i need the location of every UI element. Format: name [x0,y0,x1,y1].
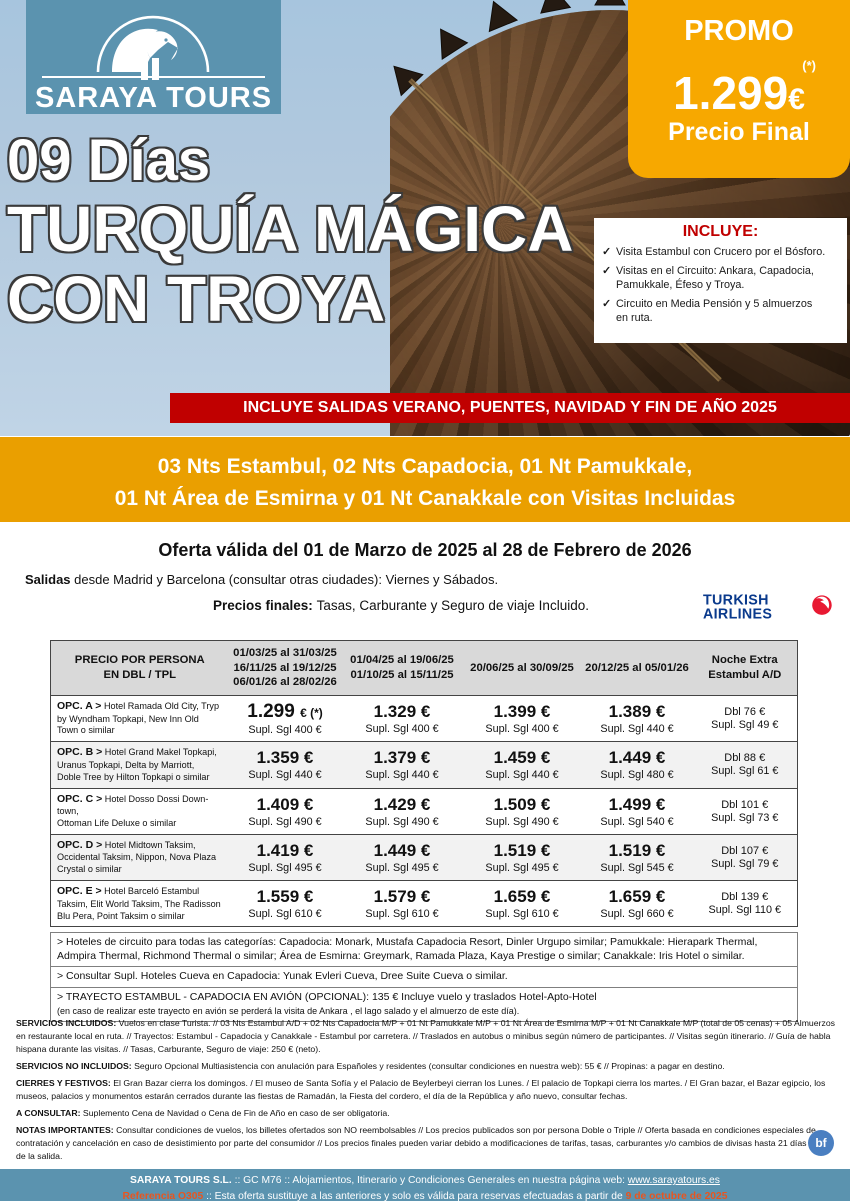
svg-text:AIRLINES: AIRLINES [703,607,772,623]
svg-text:TURKISH: TURKISH [703,592,769,608]
